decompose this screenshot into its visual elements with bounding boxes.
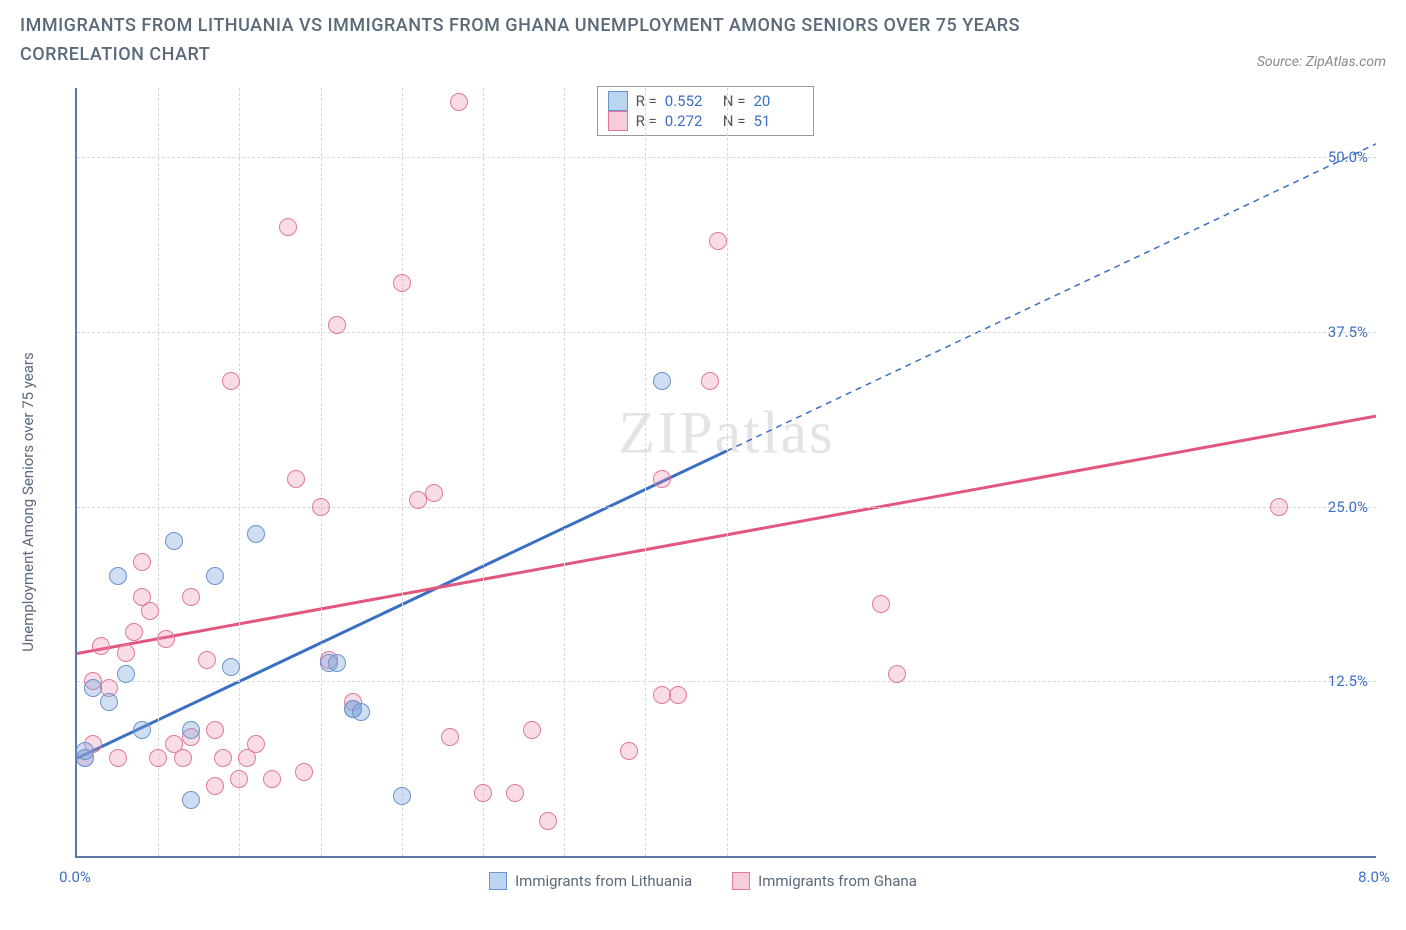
scatter-point [182,721,200,739]
scatter-point [206,777,224,795]
scatter-point [222,372,240,390]
legend-r-value-ghana: 0.272 [665,112,715,130]
gridline-vertical [645,88,646,856]
scatter-point [872,595,890,613]
scatter-point [109,567,127,585]
scatter-point [653,470,671,488]
scatter-point [247,735,265,753]
legend-row-ghana: R = 0.272 N = 51 [608,111,804,131]
scatter-point [701,372,719,390]
scatter-point [474,784,492,802]
scatter-point [92,637,110,655]
scatter-point [287,470,305,488]
scatter-point [133,553,151,571]
scatter-point [117,644,135,662]
scatter-point [157,630,175,648]
scatter-point [230,770,248,788]
scatter-point [182,791,200,809]
scatter-point [165,532,183,550]
watermark-zip: ZIP [619,400,715,466]
scatter-point [1270,498,1288,516]
legend-r-value-lithuania: 0.552 [665,92,715,110]
chart-container: Unemployment Among Seniors over 75 years… [20,78,1386,908]
gridline-vertical [321,88,322,856]
scatter-point [198,651,216,669]
scatter-point [888,665,906,683]
series-legend-ghana: Immigrants from Ghana [732,872,917,890]
scatter-point [352,703,370,721]
scatter-point [279,218,297,236]
y-tick-label: 25.0% [1328,498,1368,516]
scatter-point [76,742,94,760]
scatter-point [450,93,468,111]
gridline-vertical [402,88,403,856]
legend-n-value-lithuania: 20 [753,92,803,110]
x-tick-label: 0.0% [59,868,91,886]
legend-row-lithuania: R = 0.552 N = 20 [608,91,804,111]
scatter-point [222,658,240,676]
scatter-point [214,749,232,767]
scatter-point [109,749,127,767]
scatter-point [441,728,459,746]
scatter-point [653,372,671,390]
scatter-point [312,498,330,516]
scatter-point [506,784,524,802]
scatter-point [425,484,443,502]
scatter-point [100,693,118,711]
plot-area: ZIPatlas R = 0.552 N = 20 R = 0.272 N = … [75,88,1376,858]
scatter-point [263,770,281,788]
scatter-point [393,274,411,292]
y-tick-label: 50.0% [1328,148,1368,166]
scatter-point [709,232,727,250]
correlation-legend: R = 0.552 N = 20 R = 0.272 N = 51 [597,86,815,136]
scatter-point [539,812,557,830]
series-label-ghana: Immigrants from Ghana [758,872,917,890]
series-swatch-ghana [732,872,750,890]
scatter-point [247,525,265,543]
y-tick-label: 37.5% [1328,323,1368,341]
legend-swatch-ghana [608,111,628,131]
scatter-point [117,665,135,683]
scatter-point [133,721,151,739]
scatter-point [149,749,167,767]
series-legend-lithuania: Immigrants from Lithuania [489,872,692,890]
chart-source: Source: ZipAtlas.com [1257,54,1386,70]
scatter-point [182,588,200,606]
scatter-point [174,749,192,767]
scatter-point [620,742,638,760]
series-swatch-lithuania [489,872,507,890]
gridline-vertical [483,88,484,856]
scatter-point [141,602,159,620]
scatter-point [206,721,224,739]
series-label-lithuania: Immigrants from Lithuania [515,872,692,890]
scatter-point [393,787,411,805]
chart-header: IMMIGRANTS FROM LITHUANIA VS IMMIGRANTS … [20,12,1386,70]
series-legend: Immigrants from Lithuania Immigrants fro… [20,872,1386,890]
legend-n-value-ghana: 51 [753,112,803,130]
legend-swatch-lithuania [608,91,628,111]
gridline-vertical [239,88,240,856]
scatter-point [295,763,313,781]
scatter-point [328,654,346,672]
y-axis-label: Unemployment Among Seniors over 75 years [19,352,37,651]
watermark-atlas: atlas [715,400,835,466]
scatter-point [328,316,346,334]
scatter-point [523,721,541,739]
chart-title: IMMIGRANTS FROM LITHUANIA VS IMMIGRANTS … [20,12,1120,70]
y-tick-label: 12.5% [1328,672,1368,690]
trend-line-dashed [727,143,1377,450]
scatter-point [125,623,143,641]
x-tick-label: 8.0% [1358,868,1390,886]
gridline-vertical [727,88,728,856]
scatter-point [206,567,224,585]
gridline-vertical [564,88,565,856]
scatter-point [84,679,102,697]
gridline-vertical [158,88,159,856]
scatter-point [669,686,687,704]
